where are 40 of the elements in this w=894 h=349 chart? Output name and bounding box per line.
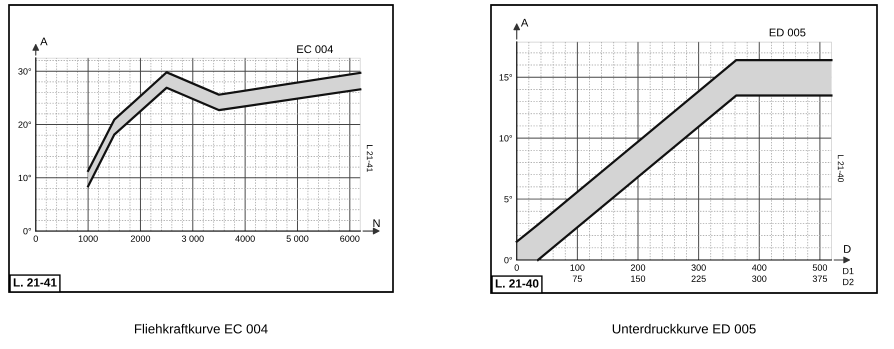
y-tick-label: 5°: [504, 196, 512, 202]
y-tick-label: 10°: [500, 135, 512, 142]
text: EC 004: [297, 45, 334, 54]
x-tick-label: 6000: [340, 235, 360, 242]
text: Fliehkraftkurve EC 004: [134, 324, 268, 334]
text: ED 005: [770, 28, 806, 36]
x2-tick-label: 300: [752, 276, 766, 282]
text: Unterdruckkurve ED 005: [612, 324, 756, 334]
x-tick-label: 200: [630, 264, 646, 271]
y-tick-label: 0°: [23, 228, 32, 234]
x-tick-label: 5 000: [286, 235, 308, 242]
y-tick-label: 20°: [18, 121, 32, 128]
x-axis-title: D: [844, 245, 851, 253]
x-tick-label: 2000: [130, 235, 150, 242]
text: L 21-41: [366, 145, 373, 172]
x-tick-label: 100: [570, 264, 585, 271]
text: L 21-40: [838, 155, 844, 182]
text: D2: [843, 278, 854, 286]
text: D1: [843, 268, 854, 274]
x2-tick-label: 150: [631, 276, 646, 282]
x2-tick-label: 225: [692, 276, 706, 282]
x-tick-label: 1000: [78, 235, 98, 242]
text: L. 21-40: [496, 279, 538, 288]
y-tick-label: 15°: [500, 74, 512, 81]
y-tick-label: 10°: [18, 174, 32, 182]
x-tick-label: 4000: [235, 235, 255, 242]
x-tick-label: 400: [752, 264, 766, 271]
x-tick-label: 500: [812, 264, 828, 271]
x-tick-label: 300: [691, 264, 706, 271]
x-tick-label: 0: [514, 264, 519, 271]
y-axis-title: A: [40, 38, 48, 46]
y-axis-title: A: [520, 18, 528, 26]
x-tick-label: 3 000: [182, 235, 204, 242]
x-axis-title: N: [373, 219, 380, 227]
y-tick-label: 0°: [504, 256, 512, 264]
x2-tick-label: 75: [572, 276, 582, 282]
y-tick-label: 30°: [18, 68, 32, 75]
x-tick-label: 0: [34, 235, 38, 242]
x2-tick-label: 375: [812, 276, 828, 282]
text: L. 21-41: [14, 278, 57, 287]
